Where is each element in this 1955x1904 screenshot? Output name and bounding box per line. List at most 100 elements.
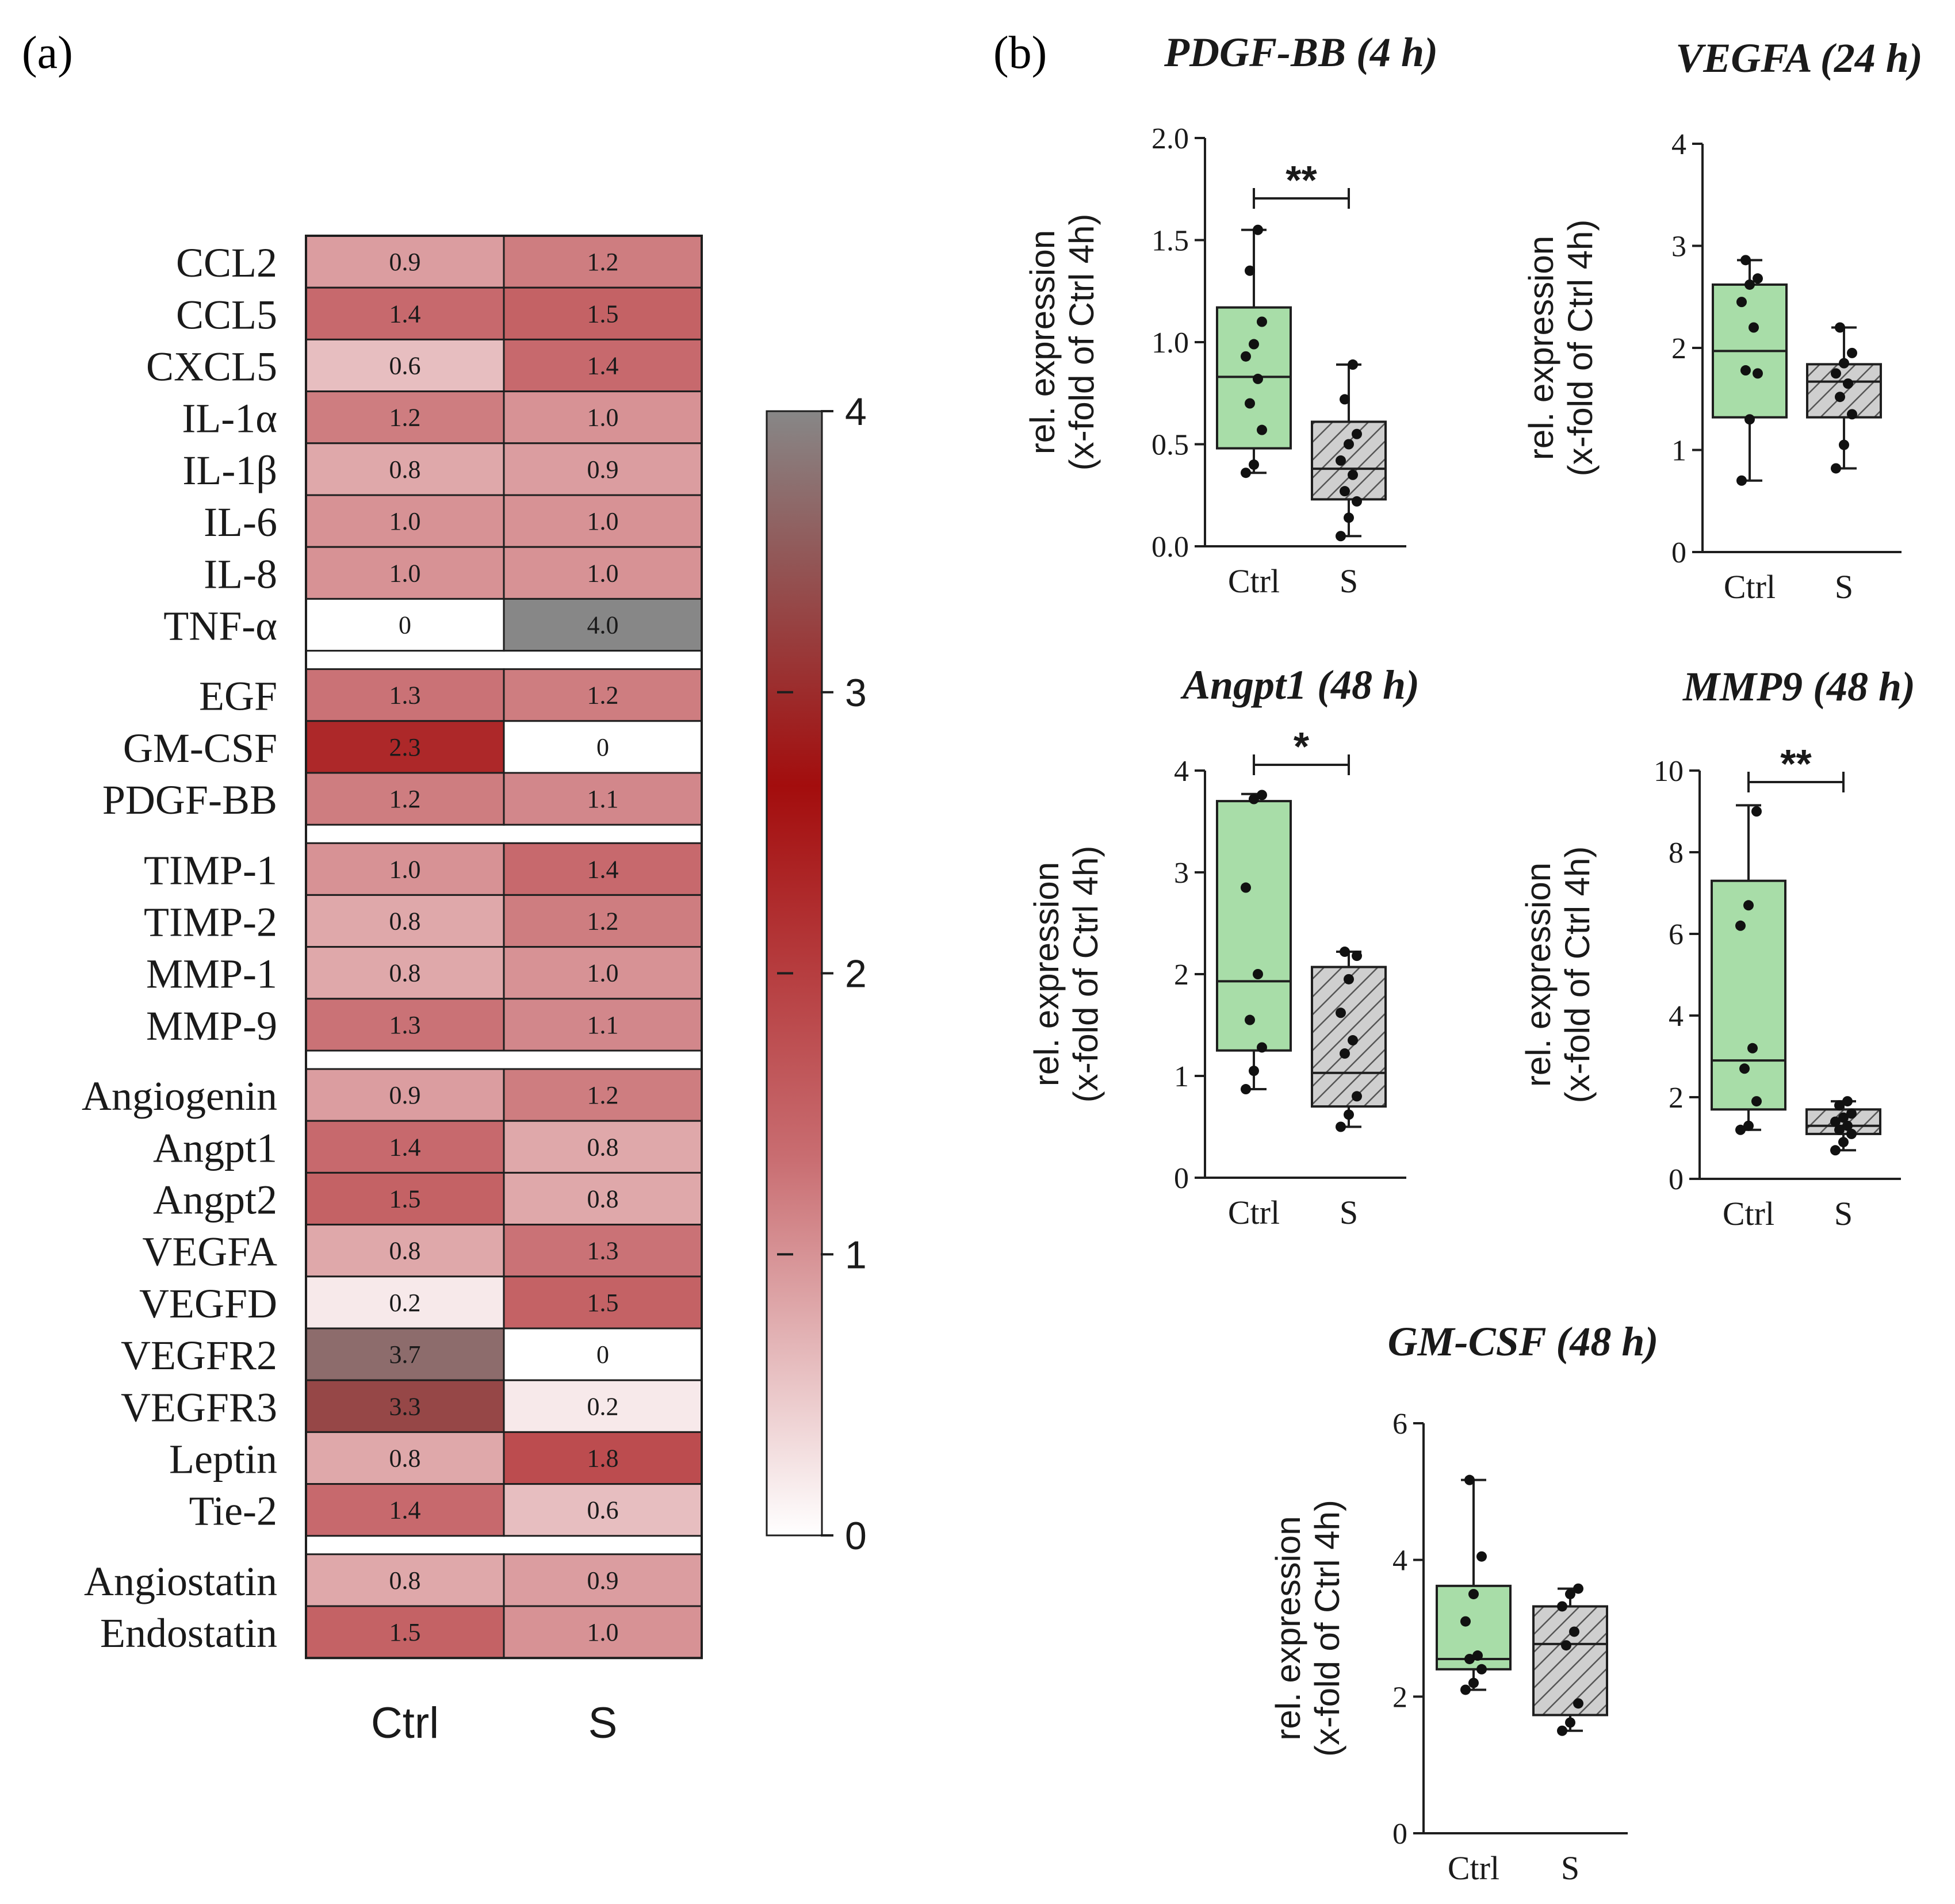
data-point (1468, 1589, 1479, 1600)
data-point (1344, 1109, 1354, 1120)
y-tick-label: 10 (1654, 755, 1684, 788)
y-tick-label: 0 (1669, 1163, 1684, 1196)
heatmap-cell (503, 235, 703, 289)
heatmap-cell (305, 1379, 505, 1433)
color-scale-tick-label: 2 (845, 952, 867, 996)
y-tick-label: 2.0 (1151, 122, 1189, 155)
color-scale-bar: 0 1 2 3 4 (766, 390, 867, 1558)
panel-b-label: (b) (993, 28, 1047, 78)
y-axis-label: (x-fold of Ctrl 4h) (1558, 846, 1597, 1104)
data-point (1735, 1124, 1746, 1135)
heatmap-cell-value: 1.3 (389, 1011, 421, 1039)
y-tick-label: 1 (1671, 435, 1686, 468)
heatmap-row-label: IL-8 (204, 551, 277, 597)
heatmap-cell-value: 0.8 (389, 1566, 421, 1595)
data-point (1834, 1100, 1845, 1111)
x-tick-label: Ctrl (1228, 562, 1280, 600)
box-s (1806, 363, 1882, 419)
heatmap-cell (305, 286, 505, 340)
y-axis-label: (x-fold of Ctrl 4h) (1066, 846, 1105, 1103)
data-point (1835, 322, 1845, 333)
y-tick-label: 0.5 (1151, 429, 1189, 462)
data-point (1753, 368, 1763, 379)
data-point (1831, 368, 1841, 379)
data-point (1336, 1121, 1346, 1132)
heatmap-cell-value: 0.9 (587, 455, 619, 484)
heatmap-cell (503, 338, 703, 393)
significance-label: ** (1780, 741, 1812, 786)
y-tick-label: 2 (1669, 1082, 1684, 1114)
y-tick-label: 3 (1174, 857, 1189, 890)
data-point (1257, 424, 1267, 435)
heatmap-column-label: Ctrl (371, 1699, 439, 1748)
x-tick-label: S (1835, 568, 1853, 606)
heatmap-cell (503, 494, 703, 548)
heatmap-row-label: Leptin (169, 1436, 277, 1482)
heatmap-cell-value: 0.9 (389, 1081, 421, 1109)
box-plots: PDGF-BB (4 h) 0.0 0.5 1.0 1.5 2.0 rel. express… (1023, 29, 1923, 1887)
data-point (1476, 1551, 1487, 1562)
heatmap-cell-value: 1.4 (587, 352, 619, 380)
heatmap-cell-value: 1.0 (389, 559, 421, 587)
heatmap-row-label: TNF-α (163, 603, 277, 649)
heatmap-cell-value: 1.2 (587, 1081, 619, 1109)
heatmap-row-label: TIMP-2 (144, 899, 277, 945)
box-plot-vegfa: VEGFA (24 h) 0 1 2 3 4 rel. expression (x-fold … (1522, 35, 1923, 606)
heatmap-cell (305, 842, 505, 896)
data-point (1736, 297, 1747, 308)
heatmap-cell-value: 1.1 (587, 785, 619, 813)
y-tick-label: 4 (1671, 128, 1686, 161)
heatmap-cell (503, 442, 703, 496)
heatmap-cell-value: 1.0 (587, 1618, 619, 1646)
data-point (1749, 322, 1759, 333)
box-plot-angpt1: Angpt1 (48 h) 0 1 2 3 4 rel. expression (x-fold… (1027, 662, 1420, 1231)
heatmap-row-label: VEGFA (142, 1229, 277, 1275)
data-point (1352, 496, 1362, 507)
data-point (1460, 1684, 1471, 1695)
box-plot-title: PDGF-BB (4 h) (1164, 29, 1438, 75)
data-point (1842, 1096, 1853, 1107)
color-scale-tick-label: 1 (845, 1233, 867, 1277)
data-point (1245, 398, 1255, 409)
y-tick-label: 2 (1671, 332, 1686, 365)
data-point (1838, 1112, 1849, 1123)
y-tick-label: 1.0 (1151, 327, 1189, 359)
data-point (1340, 394, 1350, 405)
heatmap-cell-value: 0.8 (389, 1237, 421, 1265)
heatmap-row-label: VEGFR3 (121, 1384, 277, 1430)
data-point (1744, 414, 1755, 425)
data-point (1249, 339, 1259, 350)
y-tick-label: 3 (1671, 231, 1686, 263)
heatmap-row-label: VEGFD (139, 1281, 277, 1327)
heatmap-cell (503, 546, 703, 600)
data-point (1241, 468, 1251, 478)
x-tick-label: Ctrl (1723, 1195, 1774, 1232)
heatmap-cell (305, 1431, 505, 1485)
heatmap-cell-value: 1.1 (587, 1011, 619, 1039)
data-point (1744, 279, 1755, 290)
color-scale-tick-label: 4 (845, 390, 867, 434)
y-tick-label: 4 (1174, 755, 1189, 788)
data-point (1241, 1084, 1251, 1095)
heatmap-cell-value: 1.4 (389, 1133, 421, 1161)
data-point (1834, 1124, 1845, 1135)
heatmap-cell (305, 235, 505, 289)
heatmap-row-label: VEGFR2 (121, 1332, 277, 1378)
box-plot-gmcsf: GM-CSF (48 h) 0 2 4 6 rel. expression (x-fold … (1269, 1319, 1658, 1887)
heatmap-cell-value: 1.5 (587, 300, 619, 328)
heatmap-cell-value: 1.0 (587, 507, 619, 535)
data-point (1843, 378, 1853, 389)
box-ctrl (1216, 800, 1292, 1052)
data-point (1561, 1640, 1571, 1651)
heatmap-cell-value: 0 (596, 733, 609, 761)
box-plot-mmp9: MMP9 (48 h) 0 2 4 6 8 10 rel. expression (x-fold… (1519, 664, 1915, 1232)
data-point (1751, 806, 1762, 817)
heatmap-cell (503, 1431, 703, 1485)
heatmap-cell (305, 998, 505, 1052)
heatmap-cell-value: 1.4 (389, 300, 421, 328)
data-point (1846, 1108, 1857, 1119)
heatmap-cell-value: 0.9 (389, 248, 421, 276)
data-point (1253, 969, 1263, 979)
heatmap-row-label: Tie-2 (189, 1488, 277, 1534)
heatmap-cell-value: 3.3 (389, 1392, 421, 1420)
